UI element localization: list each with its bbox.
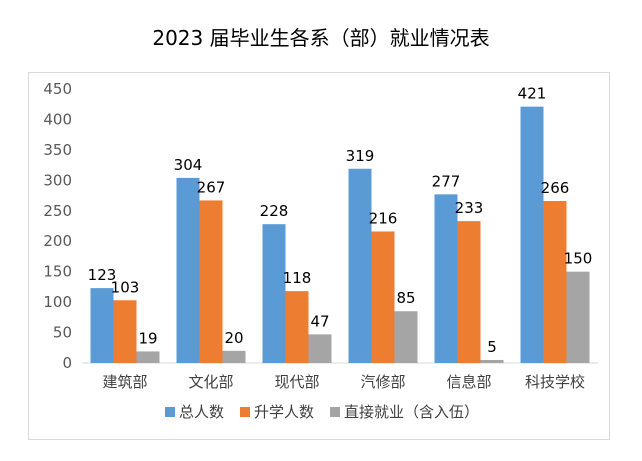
data-label: 216 <box>369 209 398 227</box>
legend-swatch <box>165 407 175 417</box>
data-label: 118 <box>283 269 312 287</box>
data-label: 228 <box>260 202 289 220</box>
y-tick-label: 50 <box>53 324 72 342</box>
bar <box>90 288 114 363</box>
category-label: 汽修部 <box>360 373 405 391</box>
y-tick-label: 250 <box>43 202 72 220</box>
bar <box>176 177 200 363</box>
data-label: 103 <box>111 278 140 296</box>
chart-title: 2023 届毕业生各系（部）就业情况表 <box>152 26 490 50</box>
y-tick-label: 0 <box>62 354 72 372</box>
bar <box>199 200 223 363</box>
data-label: 421 <box>518 85 547 103</box>
category-label: 现代部 <box>274 373 319 391</box>
data-label: 277 <box>432 172 461 190</box>
bar <box>136 351 160 363</box>
bar <box>348 168 372 363</box>
legend-label: 直接就业（含入伍） <box>344 403 479 421</box>
bar <box>457 221 481 363</box>
data-label: 123 <box>88 266 117 284</box>
data-label: 5 <box>487 338 497 356</box>
category-label: 文化部 <box>188 373 233 391</box>
data-label: 47 <box>310 312 329 330</box>
bar <box>285 291 309 363</box>
category-label: 信息部 <box>446 373 491 391</box>
bar <box>520 106 544 363</box>
data-label: 85 <box>396 289 415 307</box>
legend-label: 升学人数 <box>254 403 314 421</box>
data-label: 319 <box>346 147 375 165</box>
y-tick-label: 200 <box>43 232 72 250</box>
data-label: 233 <box>455 199 484 217</box>
bar <box>371 231 395 363</box>
bar <box>434 194 458 363</box>
bar <box>543 201 567 363</box>
category-label: 建筑部 <box>102 373 147 391</box>
category-label: 科技学校 <box>525 373 585 391</box>
data-label: 267 <box>197 178 226 196</box>
legend-swatch <box>240 407 250 417</box>
legend-label: 总人数 <box>179 403 224 421</box>
legend-swatch <box>330 407 340 417</box>
data-label: 20 <box>224 329 243 347</box>
data-label: 304 <box>174 156 203 174</box>
y-tick-label: 350 <box>43 141 72 159</box>
bar <box>113 300 137 363</box>
data-label: 19 <box>138 329 157 347</box>
bar <box>566 271 590 363</box>
y-tick-label: 450 <box>43 80 72 98</box>
y-tick-label: 400 <box>43 110 72 128</box>
bar <box>480 359 504 363</box>
bar <box>308 334 332 363</box>
bar <box>262 224 286 363</box>
data-label: 150 <box>564 250 593 268</box>
y-tick-label: 300 <box>43 171 72 189</box>
data-label: 266 <box>541 179 570 197</box>
bar <box>394 311 418 363</box>
chart-area <box>28 72 610 440</box>
bar <box>222 350 246 363</box>
y-tick-label: 150 <box>43 263 72 281</box>
y-tick-label: 100 <box>43 293 72 311</box>
